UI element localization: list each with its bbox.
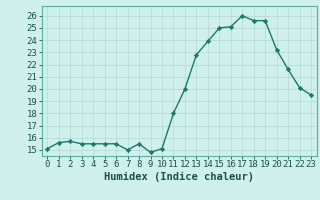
X-axis label: Humidex (Indice chaleur): Humidex (Indice chaleur)	[104, 172, 254, 182]
